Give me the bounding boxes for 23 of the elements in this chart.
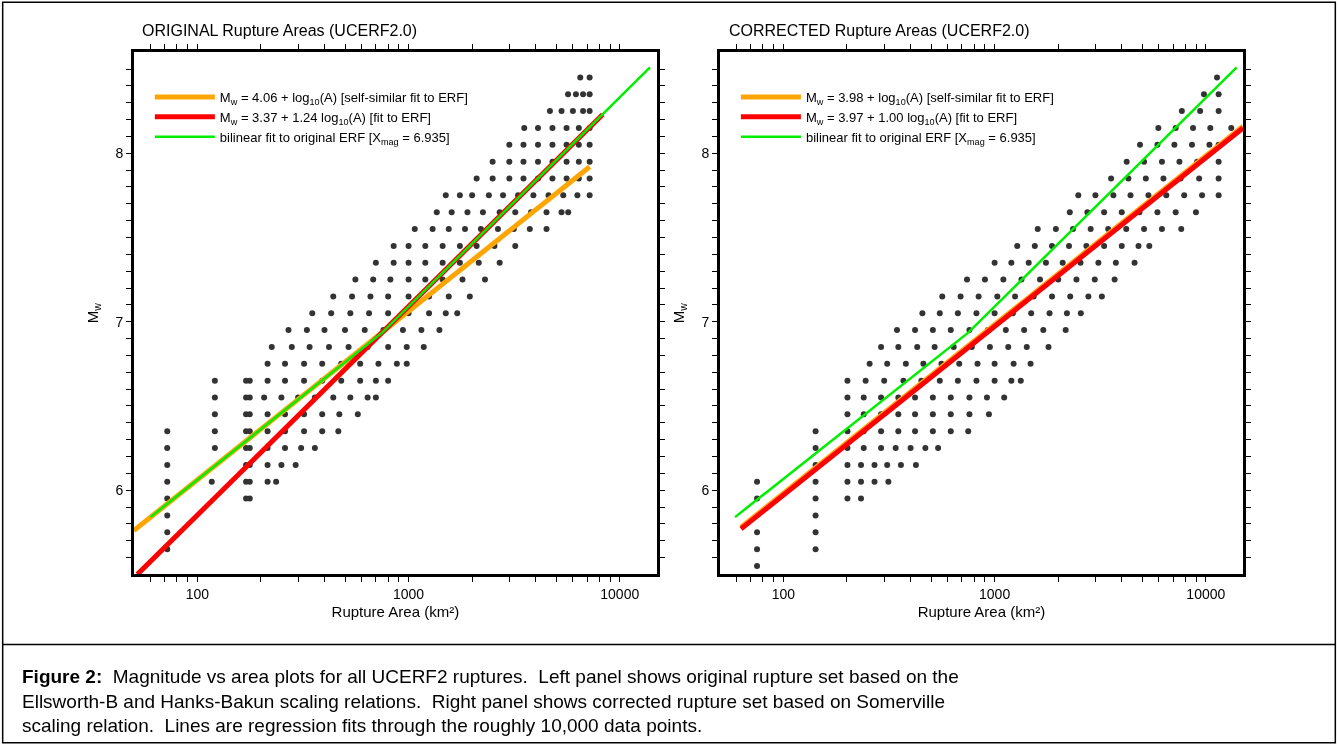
chart-title: CORRECTED Rupture Areas (UCERF2.0): [729, 22, 1030, 39]
y-tick-label: 6: [115, 482, 124, 499]
x-tick-label: 1000: [392, 585, 425, 602]
x-axis-title: Rupture Area (km²): [917, 602, 1046, 620]
x-tick-label: 1000: [979, 585, 1011, 602]
x-tick-label: 10000: [600, 585, 640, 602]
y-tick-label: 8: [701, 145, 710, 162]
x-tick-label: 100: [185, 585, 210, 602]
y-tick-label: 6: [701, 482, 710, 499]
x-axis-title: Rupture Area (km²): [331, 602, 460, 620]
legend-label: M$_{w}$ = 3.37 + 1.24 log$_{10}$(A) [fit to ERF]: [219, 109, 431, 127]
legend-label: bilinear fit to original ERF [X$_{mag}$ = 6.935]: [219, 129, 450, 147]
caption: Figure 2: Magnitude vs area plots for all UCERF2 ruptures. Left panel shows original rupture set based on the Ellsworth-B and Hanks-Bakun scaling relations. Right panel shows corrected rupture set based on Somerville scaling relation. Lines are regression fits through the roughly 10,000 data points.: [22, 666, 965, 737]
y-tick-label: 8: [115, 145, 124, 162]
legend-label: M$_{w}$ = 4.06 + log$_{10}$(A) [self-similar fit to ERF]: [219, 89, 468, 107]
legend-label: bilinear fit to original ERF [X$_{mag}$ = 6.935]: [805, 129, 1036, 147]
legend-label: M$_{w}$ = 3.97 + 1.00 log$_{10}$(A) [fit to ERF]: [805, 109, 1017, 127]
y-tick-label: 7: [701, 313, 710, 330]
x-tick-label: 10000: [1186, 585, 1226, 602]
y-tick-label: 7: [115, 313, 124, 330]
x-tick-label: 100: [771, 585, 796, 602]
chart-title: ORIGINAL Rupture Areas (UCERF2.0): [142, 22, 418, 39]
legend-label: M$_{w}$ = 3.98 + log$_{10}$(A) [self-similar fit to ERF]: [805, 89, 1054, 107]
